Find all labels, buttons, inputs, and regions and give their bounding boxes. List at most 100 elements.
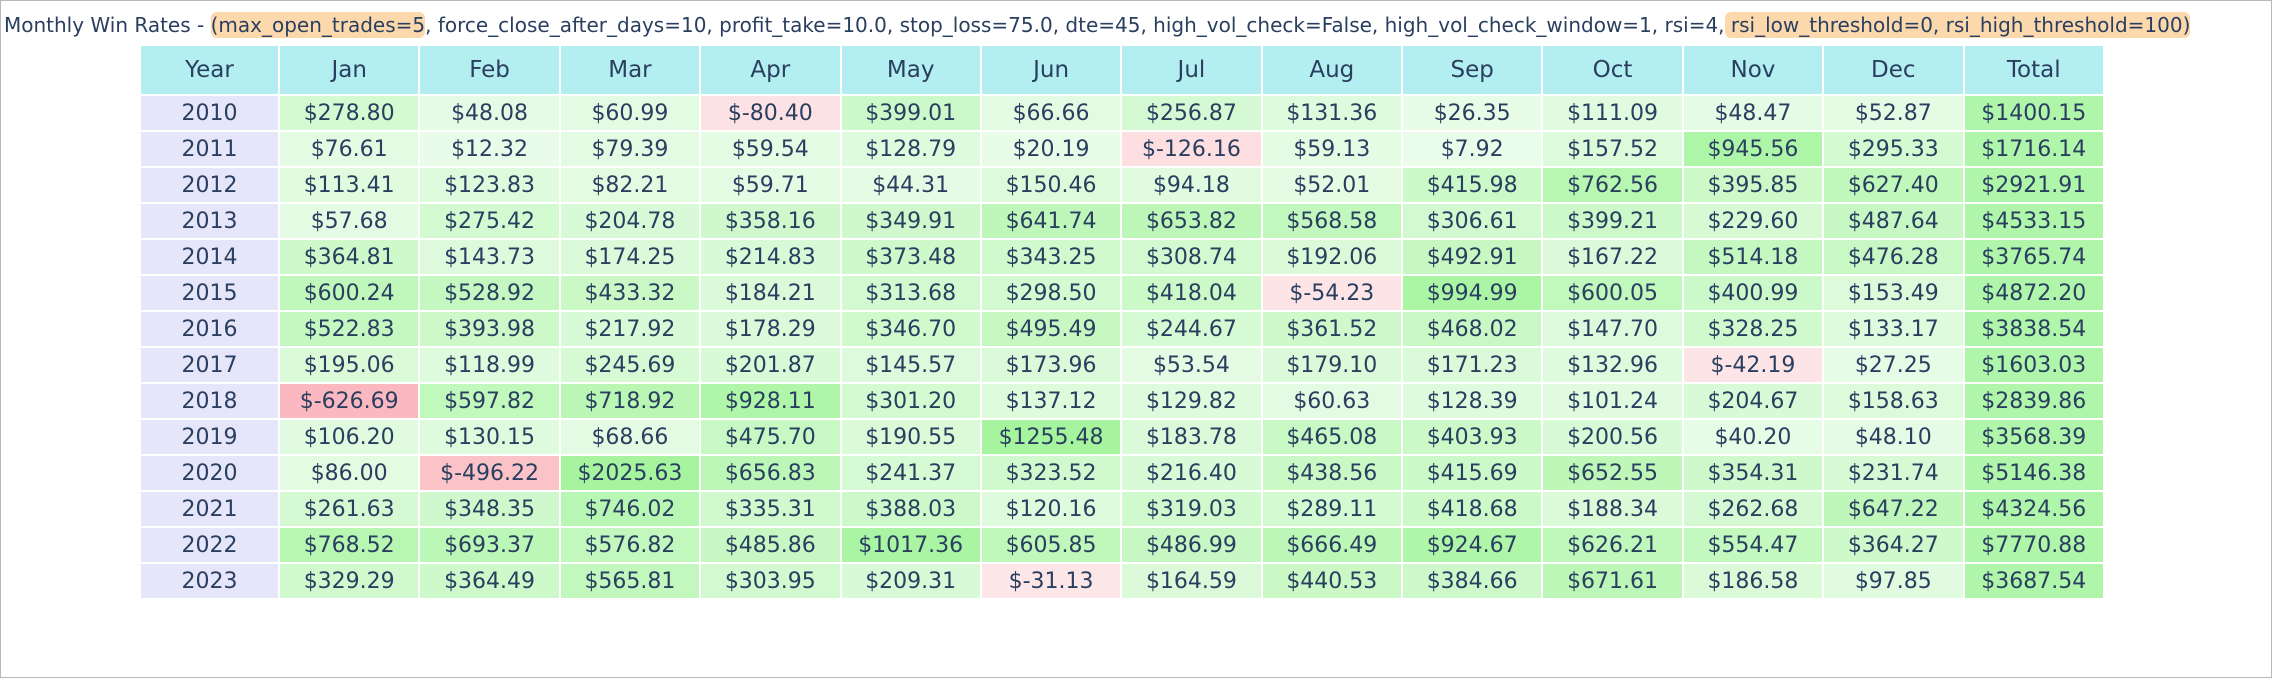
- title-open-paren: (: [210, 13, 219, 37]
- month-value-cell: $568.58: [1262, 204, 1401, 238]
- month-value-cell: $403.93: [1403, 420, 1542, 454]
- month-value-cell: $209.31: [841, 564, 980, 598]
- month-value-cell: $137.12: [981, 384, 1121, 418]
- month-value-cell: $693.37: [420, 528, 559, 562]
- month-value-cell: $303.95: [701, 564, 840, 598]
- year-cell: 2018: [141, 384, 278, 418]
- month-value-cell: $128.39: [1403, 384, 1542, 418]
- month-value-cell: $278.80: [280, 96, 419, 130]
- year-cell: 2011: [141, 132, 278, 166]
- month-value-cell: $204.67: [1683, 384, 1823, 418]
- total-cell: $3687.54: [1964, 564, 2103, 598]
- month-value-cell: $647.22: [1824, 492, 1963, 526]
- month-value-cell: $346.70: [841, 312, 980, 346]
- month-value-cell: $626.21: [1543, 528, 1682, 562]
- year-cell: 2016: [141, 312, 278, 346]
- month-value-cell: $174.25: [560, 240, 700, 274]
- table-row: 2022 $768.52 $693.37 $576.82 $485.86 $1017.36…: [141, 528, 2103, 562]
- month-value-cell: $495.49: [981, 312, 1121, 346]
- month-value-cell: $522.83: [280, 312, 419, 346]
- table-row: 2017 $195.06 $118.99 $245.69 $201.87 $145.57 $…: [141, 348, 2103, 382]
- month-value-cell: $576.82: [560, 528, 700, 562]
- month-value-cell: $298.50: [981, 276, 1121, 310]
- month-value-cell: $-626.69: [280, 384, 419, 418]
- month-value-cell: $44.31: [841, 168, 980, 202]
- month-value-cell: $349.91: [841, 204, 980, 238]
- month-value-cell: $945.56: [1683, 132, 1823, 166]
- month-value-cell: $2025.63: [560, 456, 700, 490]
- table-row: 2015 $600.24 $528.92 $433.32 $184.21 $313.68 $…: [141, 276, 2103, 310]
- month-value-cell: $60.99: [560, 96, 700, 130]
- month-value-cell: $183.78: [1122, 420, 1261, 454]
- month-value-cell: $171.23: [1403, 348, 1542, 382]
- month-value-cell: $214.83: [701, 240, 840, 274]
- month-value-cell: $358.16: [701, 204, 840, 238]
- table-row: 2021 $261.63 $348.35 $746.02 $335.31 $388.03 $…: [141, 492, 2103, 526]
- month-value-cell: $94.18: [1122, 168, 1261, 202]
- month-value-cell: $145.57: [841, 348, 980, 382]
- month-value-cell: $53.54: [1122, 348, 1261, 382]
- month-value-cell: $128.79: [841, 132, 980, 166]
- month-value-cell: $7.92: [1403, 132, 1542, 166]
- year-cell: 2019: [141, 420, 278, 454]
- month-value-cell: $348.35: [420, 492, 559, 526]
- month-value-cell: $364.27: [1824, 528, 1963, 562]
- month-value-cell: $289.11: [1262, 492, 1401, 526]
- column-header-feb: Feb: [420, 46, 559, 94]
- column-header-nov: Nov: [1683, 46, 1823, 94]
- month-value-cell: $157.52: [1543, 132, 1682, 166]
- month-value-cell: $627.40: [1824, 168, 1963, 202]
- month-value-cell: $113.41: [280, 168, 419, 202]
- month-value-cell: $718.92: [560, 384, 700, 418]
- table-row: 2016 $522.83 $393.98 $217.92 $178.29 $346.70 $…: [141, 312, 2103, 346]
- table-row: 2014 $364.81 $143.73 $174.25 $214.83 $373.48 $…: [141, 240, 2103, 274]
- month-value-cell: $400.99: [1683, 276, 1823, 310]
- month-value-cell: $605.85: [981, 528, 1121, 562]
- month-value-cell: $415.98: [1403, 168, 1542, 202]
- month-value-cell: $82.21: [560, 168, 700, 202]
- month-value-cell: $123.83: [420, 168, 559, 202]
- month-value-cell: $364.49: [420, 564, 559, 598]
- total-cell: $4324.56: [1964, 492, 2103, 526]
- title-first-param: max_open_trades=5: [218, 13, 426, 37]
- month-value-cell: $476.28: [1824, 240, 1963, 274]
- month-value-cell: $433.32: [560, 276, 700, 310]
- month-value-cell: $487.64: [1824, 204, 1963, 238]
- year-cell: 2014: [141, 240, 278, 274]
- month-value-cell: $395.85: [1683, 168, 1823, 202]
- month-value-cell: $57.68: [280, 204, 419, 238]
- month-value-cell: $275.42: [420, 204, 559, 238]
- month-value-cell: $120.16: [981, 492, 1121, 526]
- total-cell: $5146.38: [1964, 456, 2103, 490]
- total-cell: $1716.14: [1964, 132, 2103, 166]
- month-value-cell: $384.66: [1403, 564, 1542, 598]
- month-value-cell: $26.35: [1403, 96, 1542, 130]
- month-value-cell: $216.40: [1122, 456, 1261, 490]
- month-value-cell: $1255.48: [981, 420, 1121, 454]
- month-value-cell: $27.25: [1824, 348, 1963, 382]
- month-value-cell: $192.06: [1262, 240, 1401, 274]
- month-value-cell: $245.69: [560, 348, 700, 382]
- month-value-cell: $158.63: [1824, 384, 1963, 418]
- month-value-cell: $565.81: [560, 564, 700, 598]
- month-value-cell: $184.21: [701, 276, 840, 310]
- month-value-cell: $295.33: [1824, 132, 1963, 166]
- month-value-cell: $66.66: [981, 96, 1121, 130]
- month-value-cell: $167.22: [1543, 240, 1682, 274]
- month-value-cell: $399.01: [841, 96, 980, 130]
- column-header-oct: Oct: [1543, 46, 1682, 94]
- month-value-cell: $48.10: [1824, 420, 1963, 454]
- column-header-jun: Jun: [981, 46, 1121, 94]
- month-value-cell: $59.71: [701, 168, 840, 202]
- month-value-cell: $59.13: [1262, 132, 1401, 166]
- year-cell: 2010: [141, 96, 278, 130]
- month-value-cell: $179.10: [1262, 348, 1401, 382]
- column-header-may: May: [841, 46, 980, 94]
- month-value-cell: $129.82: [1122, 384, 1261, 418]
- month-value-cell: $111.09: [1543, 96, 1682, 130]
- win-rates-table: Year Jan Feb Mar Apr May Jun Jul Aug Sep Oct Nov Dec…: [139, 44, 2105, 600]
- column-header-year: Year: [141, 46, 278, 94]
- total-cell: $7770.88: [1964, 528, 2103, 562]
- month-value-cell: $147.70: [1543, 312, 1682, 346]
- month-value-cell: $354.31: [1683, 456, 1823, 490]
